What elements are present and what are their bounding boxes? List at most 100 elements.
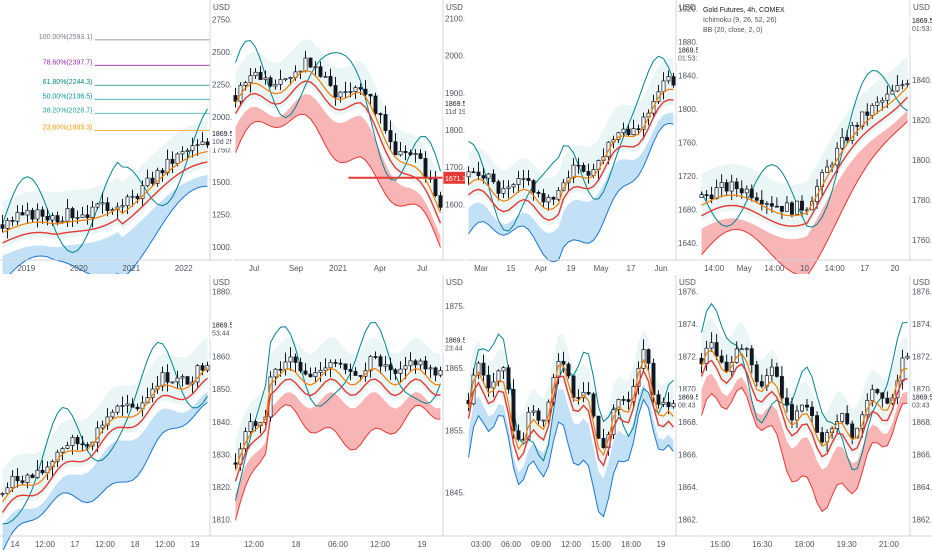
fib-level-label: 100.00%(2593.1) — [39, 34, 93, 41]
candle-body — [70, 208, 75, 219]
candle-body — [870, 389, 875, 401]
x-tick-label: 2019 — [17, 264, 35, 273]
x-tick-label: Mar — [474, 264, 488, 273]
candle-body — [363, 88, 368, 95]
price-tag-label: 1869.5 — [912, 394, 932, 401]
candle-body — [15, 212, 20, 222]
candle-body — [815, 415, 820, 433]
candle-body — [661, 80, 666, 93]
kijun-sen — [234, 378, 441, 482]
candle-body — [418, 360, 423, 366]
x-tick-label: Jul — [417, 264, 427, 273]
y-tick-label: 1868.0 — [678, 418, 698, 427]
candle-body — [511, 184, 516, 188]
x-tick-label: Apr — [535, 264, 548, 273]
candle-body — [130, 195, 135, 198]
candle-body — [70, 437, 75, 446]
candle-body — [666, 76, 671, 82]
candle-body — [476, 171, 481, 176]
candle-body — [418, 153, 423, 159]
x-tick-label: 03:00 — [471, 540, 492, 549]
chart-panel-4[interactable]: 1760.0 1780.0 1800.0 1820.0 1840.0 USD 1869.50… — [699, 0, 932, 274]
candle-body — [95, 203, 100, 208]
chart-panel-5[interactable]: 1810.01820.01830.01840.01850.01860.01870… — [0, 275, 232, 550]
candle-body — [576, 397, 581, 399]
candle-body — [195, 144, 200, 147]
x-tick-label: 16:30 — [752, 540, 773, 549]
kijun-sen — [701, 96, 909, 227]
candle-body — [491, 381, 496, 389]
chart-panel-2[interactable]: 1671.3 1600.0 1700.0 1800.0 1900.0 2000.0 2100… — [233, 0, 465, 274]
candle-body — [486, 374, 491, 389]
candle-body — [621, 128, 626, 134]
candle-body — [900, 84, 905, 87]
y-tick-label: 1876.0 — [912, 287, 932, 296]
y-tick-label: 1875.0 — [445, 302, 465, 311]
x-tick-label: 14:00 — [704, 264, 725, 273]
x-tick-label: 19 — [657, 540, 666, 549]
x-tick-label: 06:00 — [501, 540, 522, 549]
currency-label: USD — [213, 278, 230, 287]
y-tick-label: 1500.0 — [212, 178, 232, 187]
chart-panel-1[interactable]: 100.00%(2593.1) 78.60%(2397.7) 61.80%(2244… — [0, 0, 232, 274]
candle-body — [298, 362, 303, 372]
candle-body — [383, 364, 388, 367]
x-tick-label: Jun — [655, 264, 668, 273]
candle-body — [313, 372, 318, 378]
candle-body — [784, 202, 789, 212]
candle-body — [85, 214, 90, 218]
candle-body — [283, 78, 288, 81]
candle-body — [185, 150, 190, 152]
candle-body — [403, 365, 408, 370]
candle-body — [626, 399, 631, 402]
candle-body — [303, 57, 308, 72]
candle-body — [398, 150, 403, 156]
candle-body — [318, 66, 323, 77]
candle-body — [338, 362, 343, 365]
candle-body — [338, 91, 343, 98]
senkou-span-b — [9, 185, 208, 274]
candle-body — [855, 125, 860, 127]
candle-body — [323, 367, 328, 371]
x-tick-label: 10 — [800, 264, 809, 273]
candle-body — [774, 205, 779, 208]
x-tick-label: 17 — [860, 264, 869, 273]
candle-body — [880, 99, 885, 103]
candle-body — [135, 195, 140, 200]
currency-label: USD — [446, 3, 463, 12]
x-tick-label: 09:00 — [531, 540, 552, 549]
candle-body — [571, 164, 576, 179]
x-tick-label: 18 — [131, 540, 140, 549]
candle-body — [795, 410, 799, 421]
indicator-legend-item[interactable]: Ichimoku (9, 26, 52, 26) — [703, 17, 777, 24]
candle-body — [506, 186, 511, 189]
chart-panel-3[interactable]: 1640.0 1680.0 1720.0 1760.0 1800.0 1840.0 1880… — [466, 0, 698, 274]
y-tick-label: 1855.0 — [445, 426, 465, 435]
candle-body — [180, 376, 185, 379]
tenkan-sen — [700, 349, 908, 447]
price-tag-label: 1869.5 — [212, 131, 232, 138]
candle-body — [438, 195, 443, 208]
candle-body — [10, 475, 15, 489]
candle-body — [200, 141, 205, 146]
candle-body — [561, 360, 566, 365]
candle-body — [571, 375, 576, 398]
candle-body — [749, 188, 754, 199]
x-tick-label: May — [737, 264, 752, 273]
chart-panel-7[interactable]: 1862.0 1864.0 1866.0 1868.0 1870.0 1872.0 1874… — [466, 275, 698, 550]
chikou-span — [701, 302, 908, 471]
chart-panel-8[interactable]: 1862.0 1864.0 1866.0 1868.0 1870.0 1872.0 1874… — [699, 275, 932, 550]
y-tick-label: 1870.0 — [678, 385, 698, 394]
candle-body — [423, 360, 428, 370]
y-tick-label: 1874.0 — [678, 320, 698, 329]
candle-body — [175, 377, 180, 383]
senkou-span-b — [468, 398, 674, 518]
indicator-legend-item[interactable]: BB (20, close, 2, 0) — [703, 27, 763, 34]
chart-panel-6[interactable]: 1845.0 1855.0 1865.0 1875.0 USD 1869.523:44 12… — [233, 275, 465, 550]
candle-body — [905, 355, 910, 359]
tenkan-sen — [2, 150, 208, 233]
candle-body — [885, 93, 890, 101]
x-tick-label: 14 — [11, 540, 20, 549]
candle-body — [541, 193, 546, 203]
countdown-label: 10d 2h — [212, 139, 232, 146]
